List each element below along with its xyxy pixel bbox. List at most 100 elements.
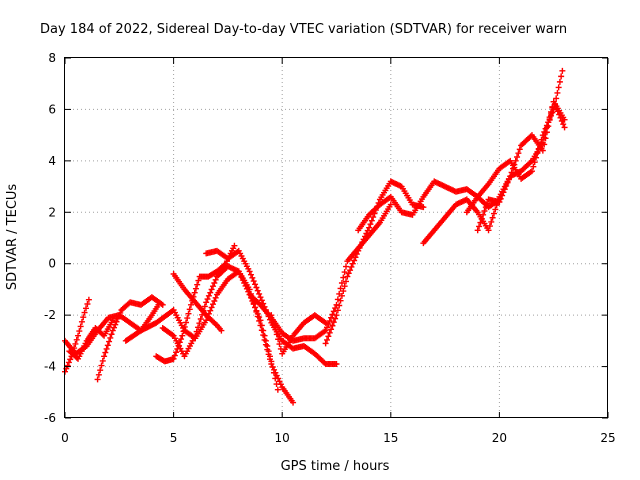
data-point — [549, 104, 556, 111]
data-point — [368, 217, 375, 224]
data-point — [187, 301, 194, 308]
y-tick-label: 2 — [48, 205, 56, 219]
data-point — [486, 223, 493, 230]
data-point — [323, 336, 330, 343]
data-point — [499, 192, 506, 199]
data-point — [352, 254, 359, 261]
data-point — [253, 284, 260, 291]
data-point — [500, 189, 507, 196]
data-point — [353, 251, 360, 258]
data-point — [250, 278, 257, 285]
data-point — [115, 312, 122, 319]
data-point — [171, 352, 178, 359]
data-point — [538, 136, 545, 143]
data-point — [340, 288, 347, 295]
data-point — [539, 132, 546, 139]
data-point — [488, 218, 495, 225]
data-point — [203, 299, 210, 306]
data-point — [266, 356, 273, 363]
data-point — [501, 186, 508, 193]
data-point — [547, 110, 554, 117]
data-point — [64, 362, 71, 369]
data-point — [254, 287, 261, 294]
data-point — [341, 269, 348, 276]
y-axis-label: SDTVAR / TECUs — [5, 184, 20, 291]
data-point — [231, 242, 238, 249]
data-point — [192, 332, 199, 339]
data-point — [271, 321, 278, 328]
data-point — [480, 211, 487, 218]
data-point — [477, 219, 484, 226]
data-point — [159, 301, 166, 308]
data-point — [490, 210, 497, 217]
data-point — [387, 201, 394, 208]
data-point — [370, 214, 377, 221]
data-point — [104, 342, 111, 349]
data-point — [333, 312, 340, 319]
data-point — [209, 283, 216, 290]
data-point — [325, 333, 332, 340]
data-point — [95, 371, 102, 378]
data-point — [265, 351, 272, 358]
data-point — [252, 281, 259, 288]
data-point — [173, 349, 180, 356]
series-arc-15 — [463, 67, 566, 216]
series-arc-11 — [268, 312, 329, 357]
data-point — [476, 223, 483, 230]
data-point — [515, 150, 522, 157]
y-tick-label: 0 — [48, 257, 56, 271]
data-point — [106, 338, 113, 345]
series-arc-4 — [94, 294, 166, 383]
data-point — [330, 308, 337, 315]
data-point — [507, 173, 514, 180]
data-point — [338, 292, 345, 299]
data-point — [184, 315, 191, 322]
data-point — [509, 165, 516, 172]
data-point — [246, 268, 253, 275]
data-point — [194, 281, 201, 288]
data-point — [195, 324, 202, 331]
data-point — [558, 73, 565, 80]
data-point — [67, 356, 74, 363]
data-point — [554, 89, 561, 96]
data-point — [274, 386, 281, 393]
data-point — [323, 324, 330, 331]
data-point — [218, 327, 225, 334]
data-point — [531, 159, 538, 166]
chart-title: Day 184 of 2022, Sidereal Day-to-day VTE… — [40, 22, 567, 37]
data-point — [496, 199, 503, 205]
data-point — [252, 304, 259, 311]
data-point — [322, 319, 329, 326]
data-point — [196, 320, 203, 327]
data-point — [247, 271, 254, 278]
y-tick-label: -6 — [44, 411, 56, 425]
data-point — [269, 363, 276, 370]
data-point — [560, 121, 567, 128]
data-point — [85, 296, 92, 303]
data-point — [497, 195, 504, 202]
data-point — [290, 399, 297, 406]
data-point — [72, 340, 79, 347]
data-point — [258, 327, 265, 334]
series-arc-1 — [62, 296, 92, 375]
data-point — [559, 67, 566, 74]
axes: 0 5 10 15 20 25 -6 -4 -2 0 2 4 6 8 — [44, 51, 616, 445]
data-point — [109, 317, 116, 324]
data-point — [322, 327, 329, 334]
data-point — [528, 168, 535, 175]
data-point — [340, 274, 347, 281]
data-point — [341, 283, 348, 290]
data-point — [508, 169, 515, 176]
data-point — [257, 322, 264, 329]
data-point — [191, 289, 198, 296]
data-point — [514, 154, 521, 160]
data-point — [489, 214, 496, 221]
data-point — [273, 331, 280, 338]
x-tick-label: 25 — [600, 431, 615, 445]
data-point — [478, 215, 485, 222]
data-point — [268, 312, 275, 319]
data-point — [504, 179, 511, 186]
data-point — [183, 319, 190, 326]
data-point — [541, 141, 548, 148]
data-point — [208, 304, 215, 311]
